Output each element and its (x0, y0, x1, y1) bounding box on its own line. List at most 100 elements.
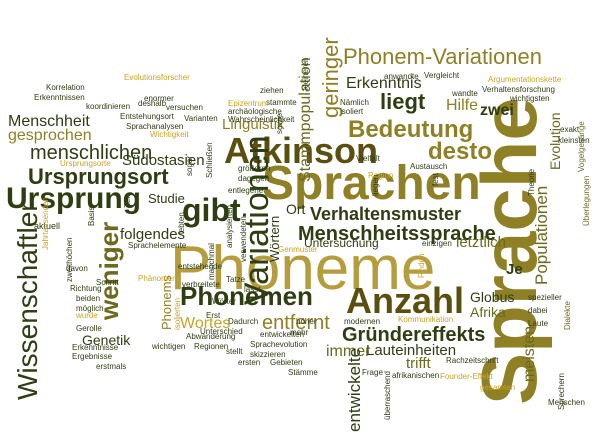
word-wurde: wurde (76, 311, 98, 320)
word-zeit: Zeit (123, 194, 132, 208)
word-wissenschaftler: Wissenschaftler (12, 202, 43, 400)
word-ursprungsorte: Ursprungsorte (60, 159, 111, 168)
word-erkenntnissen: Erkenntnissen (34, 93, 85, 102)
word-vogelgesaenge: Vogelgesänge (577, 121, 586, 172)
word-ueberraschend: überraschend (383, 371, 392, 420)
word-finden: Finden (417, 253, 426, 278)
word-kleineren: kleineren (301, 57, 310, 90)
word-epizentrum: Epizentrum (228, 99, 269, 108)
word-menschlichen: menschlichen (30, 142, 153, 164)
word-manchmal: manchmal (207, 243, 216, 280)
word-desto: desto (428, 138, 493, 165)
word-naemlich: Nämlich (340, 98, 369, 107)
word-kommunikation: Kommunikation (398, 315, 454, 324)
word-geringer: geringer (318, 37, 343, 118)
word-stellt: stellt (226, 347, 243, 356)
word-suedostasien: Südostasien (122, 152, 205, 169)
word-kleinsten: kleinsten (558, 136, 590, 145)
word-ueberlegungen: Überlegungen (582, 175, 591, 226)
word-jahrtausenden: Jahrtausenden (41, 197, 50, 250)
word-gibt: gibt (182, 192, 241, 228)
word-letztlich: letztlich (456, 234, 507, 251)
word-gebieten: Gebieten (270, 358, 303, 367)
word-korrelation: Korrelation (46, 83, 85, 92)
word-woertern: Wörtern (267, 215, 282, 262)
word-deshalb: deshalb (138, 99, 167, 108)
word-ort: Ort (286, 201, 306, 217)
word-hoeher: höher (296, 317, 317, 326)
word-wandte: wandte (452, 89, 478, 98)
word-sogar: sogar (185, 155, 194, 176)
word-linguistik: Linguistik (222, 116, 285, 133)
word-schliessen: Schließen (205, 142, 214, 178)
word-afrika: Afrika (470, 304, 506, 320)
word-stammte: stammte (266, 98, 297, 107)
word-laesst: lässt (244, 285, 261, 294)
word-isolierten: isolierten (173, 297, 182, 330)
word-studie: Studie (148, 191, 185, 206)
word-lebten: lebten (177, 212, 186, 234)
word-moeglich: möglich (76, 304, 104, 313)
word-modernen: modernen (344, 317, 381, 326)
word-meisten: meisten (521, 325, 538, 382)
word-entlegene: entlegene (228, 186, 264, 195)
word-lauteinheiten: Lauteinheiten (366, 342, 457, 359)
word-entfernt: entfernt (262, 312, 330, 334)
word-verwendeten: verwendeten (239, 216, 248, 262)
word-menschheit: Menschheit (8, 113, 90, 130)
word-erkenntnisse: Erkenntnisse (72, 343, 119, 352)
word-analysierten: analysierten (225, 204, 234, 248)
word-theorie: Theorie (527, 168, 536, 196)
word-dabei: dabei (528, 306, 548, 315)
word-evolutionsforscher: Evolutionsforscher (124, 73, 190, 82)
word-wortes: Wortes (180, 315, 231, 332)
word-gesamten: gesamten (480, 383, 516, 392)
word-menschen: Menschen (548, 398, 585, 407)
word-schritt: Schritt (96, 278, 119, 287)
word-archaeologische: archäologische (228, 107, 282, 116)
word-gesprochen: gesprochen (8, 127, 92, 144)
word-varianten: Varianten (184, 114, 218, 123)
word-abwanderung: Abwanderung (186, 332, 236, 341)
word-groesseren: größeren (238, 164, 271, 173)
word-beiden: beiden (76, 294, 101, 303)
word-regionen: Regionen (194, 342, 229, 351)
word-sprachen: Sprachen (262, 157, 481, 210)
word-dagegen: dagegen (238, 174, 270, 183)
word-mehr: mehr (290, 328, 309, 337)
word-entwickelten: entwickelten (260, 330, 305, 339)
word-sowie: sowie (275, 113, 284, 134)
word-phaenomene: Phänomene (138, 274, 182, 283)
word-exakt: exakt (560, 125, 580, 134)
word-phonem-variationen: Phonem-Variationen (343, 44, 542, 69)
word-ursprungsort: Ursprungsort (28, 164, 169, 189)
word-verhaltensmuster: Verhaltensmuster (310, 204, 462, 224)
word-hilfe: Hilfe (446, 97, 479, 114)
word-sprachelemente: Sprachelemente (128, 241, 187, 250)
word-entstehende: entstehende (178, 262, 223, 271)
word-tatze: Tatze (226, 275, 246, 284)
word-liegen: liegen (371, 174, 380, 196)
word-gruendereffekts: Gründereffekts (342, 324, 486, 346)
word-untersuchung: Untersuchung (304, 236, 379, 250)
word-zweithoechen: zweithöchen (65, 237, 74, 282)
word-richtung: Richtung (70, 284, 102, 293)
word-menschheitssprache: Menschheitssprache (298, 223, 496, 245)
word-anwandte: anwandte (384, 72, 419, 81)
word-spezieller: spezieller (528, 293, 562, 302)
word-genetik: Genetik (82, 332, 131, 348)
word-koordinieren: koordinieren (86, 102, 131, 111)
word-liegt: liegt (380, 89, 426, 114)
word-wichtigkeit: Wichtigkeit (150, 130, 189, 139)
word-dadurch: Dadurch (228, 317, 259, 326)
word-erst: Erst (206, 311, 221, 320)
word-rachzeitschrift: Rachzeitschrift (446, 356, 499, 365)
word-populationen: Populationen (532, 185, 551, 285)
word-verbreitete: verbreitete (182, 280, 220, 289)
word-globus: Globus (470, 289, 515, 305)
word-fest: fest (431, 173, 440, 186)
word-versuchen: versuchen (166, 103, 203, 112)
word-sprachanalysen: Sprachanalysen (126, 122, 184, 131)
word-ziehen: ziehen (260, 86, 284, 95)
